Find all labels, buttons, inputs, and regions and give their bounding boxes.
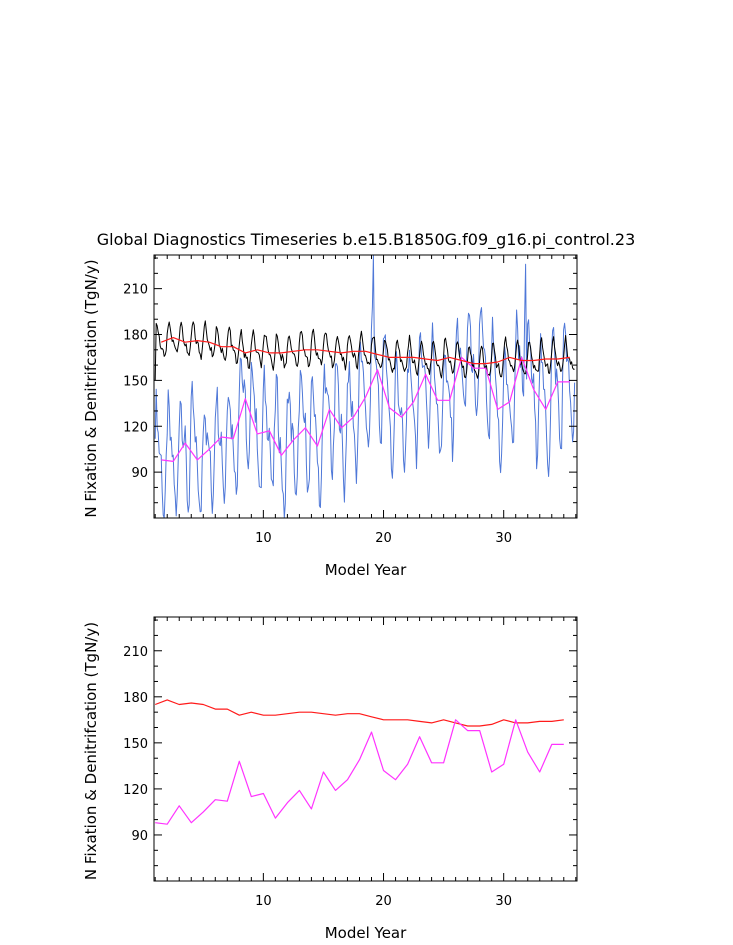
ticks-layer: 90 120 150 180 210 10 20 30	[123, 617, 577, 909]
x-tick-label: 30	[495, 531, 512, 546]
y-tick-label: 150	[123, 374, 148, 389]
y-tick-label: 120	[123, 783, 148, 798]
plot-frame	[153, 616, 578, 882]
series-line-n-fixation-annual	[161, 356, 570, 462]
y-tick-label: 150	[123, 737, 148, 752]
y-axis-label: N Fixation & Denitrifcation (TgN/y)	[82, 259, 100, 517]
y-tick-label: 180	[123, 691, 148, 706]
y-tick-label: 120	[123, 420, 148, 435]
series-line-n-fixation-monthly	[154, 255, 576, 518]
x-tick-label: 30	[495, 894, 512, 909]
x-axis-label: Model Year	[325, 561, 407, 579]
plot-frame	[153, 254, 578, 519]
series-line-denitrification-annual	[160, 337, 570, 365]
series-line-denitrification-annual	[154, 699, 564, 727]
ticks-layer: 90 120 150 180 210 10 20 30	[123, 255, 577, 546]
y-tick-label: 210	[123, 645, 148, 660]
x-tick-label: 10	[255, 531, 272, 546]
y-tick-label: 180	[123, 329, 148, 344]
x-tick-label: 20	[375, 531, 392, 546]
y-tick-label: 90	[131, 829, 148, 844]
x-tick-label: 20	[375, 894, 392, 909]
x-axis-label: Model Year	[325, 924, 407, 942]
series-layer	[154, 699, 564, 825]
panel-bottom: 90 120 150 180 210 10 20 30 Model Year N Fixati…	[82, 616, 578, 942]
series-line-denitrification-monthly	[154, 320, 575, 381]
series-layer	[154, 255, 576, 518]
series-line-n-fixation-annual	[155, 719, 564, 825]
y-tick-label: 210	[123, 283, 148, 298]
x-tick-label: 10	[255, 894, 272, 909]
figure-title: Global Diagnostics Timeseries b.e15.B185…	[97, 230, 636, 250]
panel-top: 90 120 150 180 210 10 20 30 Model Year N Fixati…	[82, 254, 578, 579]
y-tick-label: 90	[131, 466, 148, 481]
y-axis-label: N Fixation & Denitrifcation (TgN/y)	[82, 622, 100, 880]
